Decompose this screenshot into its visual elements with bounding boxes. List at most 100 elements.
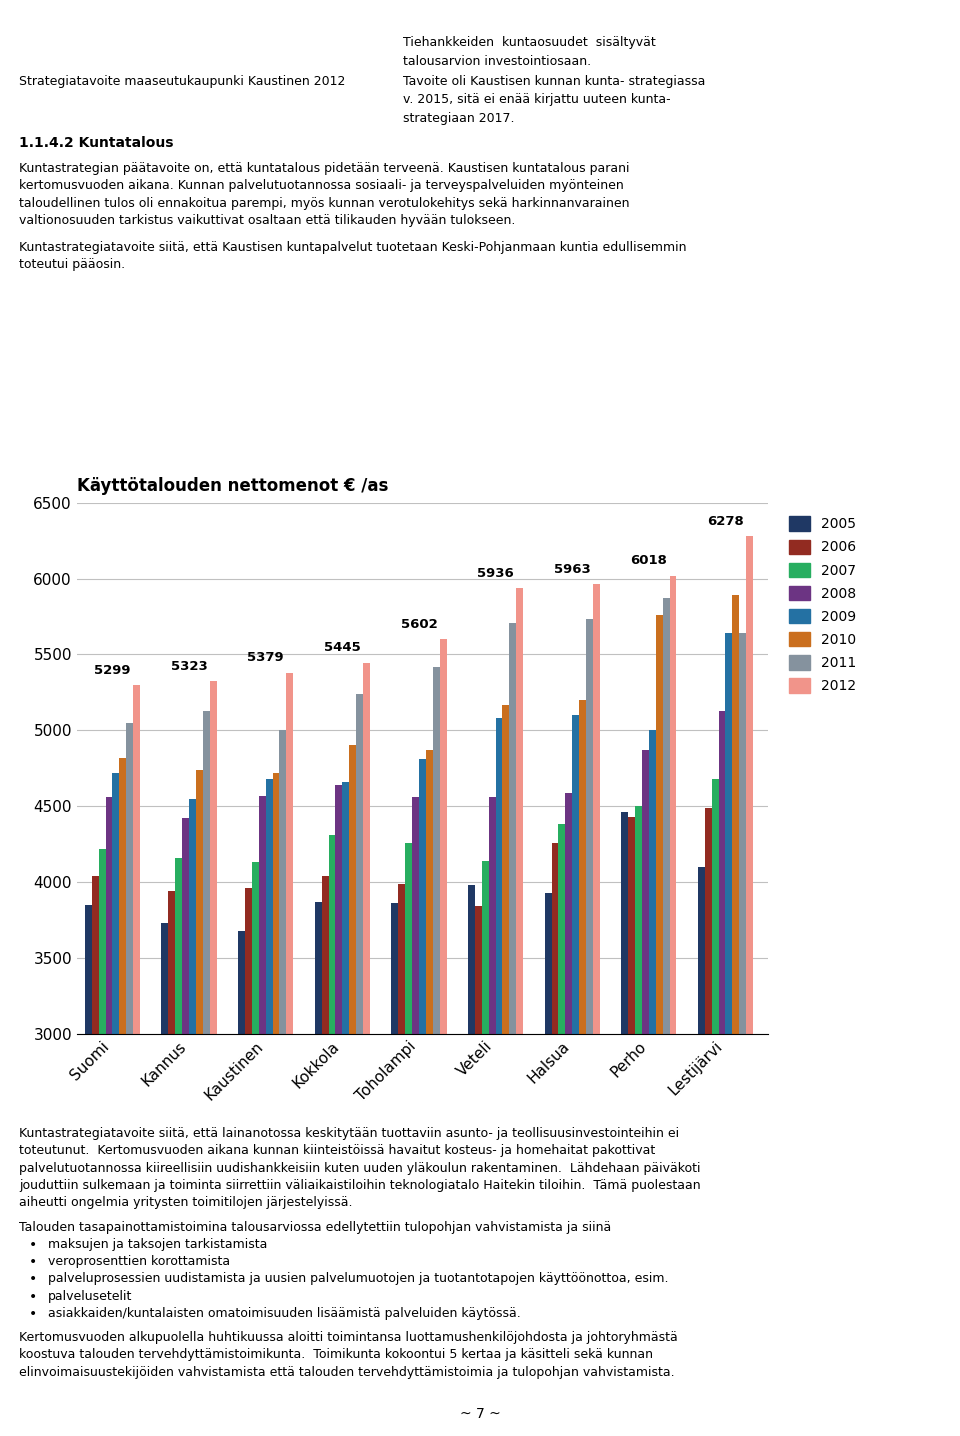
Text: palvelusetelit: palvelusetelit bbox=[48, 1290, 132, 1302]
Bar bbox=[544, 893, 552, 1436]
Bar bbox=[628, 817, 636, 1436]
Bar bbox=[719, 711, 726, 1436]
Bar bbox=[705, 807, 711, 1436]
Text: elinvoimaisuustekijöiden vahvistamista että talouden tervehdyttämistoimia ja tul: elinvoimaisuustekijöiden vahvistamista e… bbox=[19, 1366, 675, 1379]
Bar bbox=[426, 750, 433, 1436]
Bar bbox=[739, 633, 746, 1436]
Bar bbox=[419, 760, 426, 1436]
Bar bbox=[126, 722, 133, 1436]
Text: v. 2015, sitä ei enää kirjattu uuteen kunta-: v. 2015, sitä ei enää kirjattu uuteen ku… bbox=[403, 93, 671, 106]
Text: Strategiatavoite maaseutukaupunki Kaustinen 2012: Strategiatavoite maaseutukaupunki Kausti… bbox=[19, 75, 346, 88]
Bar bbox=[502, 705, 510, 1436]
Text: •: • bbox=[29, 1272, 37, 1287]
Text: ~ 7 ~: ~ 7 ~ bbox=[460, 1407, 500, 1422]
Bar bbox=[133, 685, 140, 1436]
Bar bbox=[252, 863, 259, 1436]
Text: 6278: 6278 bbox=[708, 516, 744, 528]
Bar bbox=[315, 902, 322, 1436]
Bar bbox=[168, 892, 176, 1436]
Bar bbox=[322, 876, 328, 1436]
Bar bbox=[433, 666, 440, 1436]
Text: Kuntastrategiatavoite siitä, että Kaustisen kuntapalvelut tuotetaan Keski-Pohjan: Kuntastrategiatavoite siitä, että Kausti… bbox=[19, 241, 686, 254]
Bar bbox=[662, 599, 669, 1436]
Bar bbox=[572, 715, 579, 1436]
Text: 5936: 5936 bbox=[477, 567, 514, 580]
Bar bbox=[182, 819, 189, 1436]
Text: •: • bbox=[29, 1290, 37, 1304]
Text: 5299: 5299 bbox=[94, 663, 131, 676]
Bar bbox=[565, 793, 572, 1436]
Bar bbox=[273, 773, 279, 1436]
Bar bbox=[259, 796, 266, 1436]
Bar bbox=[489, 797, 495, 1436]
Bar bbox=[209, 681, 217, 1436]
Text: kertomusvuoden aikana. Kunnan palvelutuotannossa sosiaali- ja terveyspalveluiden: kertomusvuoden aikana. Kunnan palvelutuo… bbox=[19, 180, 624, 192]
Text: Käyttötalouden nettomenot € /as: Käyttötalouden nettomenot € /as bbox=[77, 478, 388, 495]
Bar bbox=[656, 615, 662, 1436]
Text: Kertomusvuoden alkupuolella huhtikuussa aloitti toimintansa luottamushenkilöjohd: Kertomusvuoden alkupuolella huhtikuussa … bbox=[19, 1331, 678, 1344]
Text: asiakkaiden/kuntalaisten omatoimisuuden lisäämistä palveluiden käytössä.: asiakkaiden/kuntalaisten omatoimisuuden … bbox=[48, 1307, 520, 1320]
Text: koostuva talouden tervehdyttämistoimikunta.  Toimikunta kokoontui 5 kertaa ja kä: koostuva talouden tervehdyttämistoimikun… bbox=[19, 1348, 653, 1361]
Bar bbox=[495, 718, 502, 1436]
Bar bbox=[238, 931, 245, 1436]
Text: •: • bbox=[29, 1307, 37, 1321]
Text: •: • bbox=[29, 1255, 37, 1269]
Bar bbox=[440, 639, 446, 1436]
Bar bbox=[398, 883, 405, 1436]
Text: Tavoite oli Kaustisen kunnan kunta- strategiassa: Tavoite oli Kaustisen kunnan kunta- stra… bbox=[403, 75, 706, 88]
Bar bbox=[119, 758, 126, 1436]
Bar bbox=[732, 595, 739, 1436]
Bar bbox=[343, 783, 349, 1436]
Bar bbox=[176, 857, 182, 1436]
Text: toteutui pääosin.: toteutui pääosin. bbox=[19, 258, 126, 271]
Text: maksujen ja taksojen tarkistamista: maksujen ja taksojen tarkistamista bbox=[48, 1238, 268, 1251]
Text: aiheutti ongelmia yritysten toimitilojen järjestelyissä.: aiheutti ongelmia yritysten toimitilojen… bbox=[19, 1196, 352, 1209]
Bar bbox=[363, 663, 370, 1436]
Bar bbox=[99, 849, 106, 1436]
Bar bbox=[468, 885, 475, 1436]
Bar bbox=[510, 623, 516, 1436]
Text: veroprosenttien korottamista: veroprosenttien korottamista bbox=[48, 1255, 230, 1268]
Bar bbox=[586, 619, 593, 1436]
Bar bbox=[593, 584, 600, 1436]
Bar bbox=[392, 903, 398, 1436]
Bar bbox=[349, 745, 356, 1436]
Bar bbox=[711, 778, 719, 1436]
Text: strategiaan 2017.: strategiaan 2017. bbox=[403, 112, 515, 125]
Text: 5963: 5963 bbox=[554, 563, 590, 576]
Bar bbox=[552, 843, 559, 1436]
Bar bbox=[196, 770, 203, 1436]
Bar bbox=[356, 694, 363, 1436]
Bar bbox=[245, 889, 252, 1436]
Text: 5445: 5445 bbox=[324, 642, 361, 655]
Bar bbox=[698, 867, 705, 1436]
Text: valtionosuuden tarkistus vaikuttivat osaltaan että tilikauden hyvään tulokseen.: valtionosuuden tarkistus vaikuttivat osa… bbox=[19, 214, 516, 227]
Text: Kuntastrategiatavoite siitä, että lainanotossa keskitytään tuottaviin asunto- ja: Kuntastrategiatavoite siitä, että lainan… bbox=[19, 1127, 680, 1140]
Text: palveluprosessien uudistamista ja uusien palvelumuotojen ja tuotantotapojen käyt: palveluprosessien uudistamista ja uusien… bbox=[48, 1272, 668, 1285]
Bar bbox=[335, 785, 343, 1436]
Bar bbox=[636, 806, 642, 1436]
Bar bbox=[412, 797, 419, 1436]
Text: 6018: 6018 bbox=[631, 554, 667, 567]
Text: Tiehankkeiden  kuntaosuudet  sisältyvät: Tiehankkeiden kuntaosuudet sisältyvät bbox=[403, 36, 656, 49]
Text: Talouden tasapainottamistoimina talousarviossa edellytettiin tulopohjan vahvista: Talouden tasapainottamistoimina talousar… bbox=[19, 1221, 612, 1234]
Text: palvelutuotannossa kiireellisiin uudishankkeisiin kuten uuden yläkoulun rakentam: palvelutuotannossa kiireellisiin uudisha… bbox=[19, 1162, 701, 1175]
Bar bbox=[328, 836, 335, 1436]
Text: talousarvion investointiosaan.: talousarvion investointiosaan. bbox=[403, 55, 591, 67]
Bar bbox=[203, 711, 209, 1436]
Text: jouduttiin sulkemaan ja toiminta siirrettiin väliaikaistiloihin teknologiatalo H: jouduttiin sulkemaan ja toiminta siirret… bbox=[19, 1179, 701, 1192]
Bar bbox=[516, 589, 523, 1436]
Bar bbox=[286, 673, 293, 1436]
Bar bbox=[482, 860, 489, 1436]
Text: Kuntastrategian päätavoite on, että kuntatalous pidetään terveenä. Kaustisen kun: Kuntastrategian päätavoite on, että kunt… bbox=[19, 162, 630, 175]
Bar bbox=[746, 536, 753, 1436]
Text: taloudellinen tulos oli ennakoitua parempi, myös kunnan verotulokehitys sekä har: taloudellinen tulos oli ennakoitua parem… bbox=[19, 197, 630, 210]
Bar bbox=[669, 576, 677, 1436]
Bar bbox=[642, 750, 649, 1436]
Legend: 2005, 2006, 2007, 2008, 2009, 2010, 2011, 2012: 2005, 2006, 2007, 2008, 2009, 2010, 2011… bbox=[781, 510, 863, 701]
Bar bbox=[112, 773, 119, 1436]
Bar bbox=[475, 906, 482, 1436]
Bar bbox=[84, 905, 92, 1436]
Bar bbox=[405, 843, 412, 1436]
Bar bbox=[92, 876, 99, 1436]
